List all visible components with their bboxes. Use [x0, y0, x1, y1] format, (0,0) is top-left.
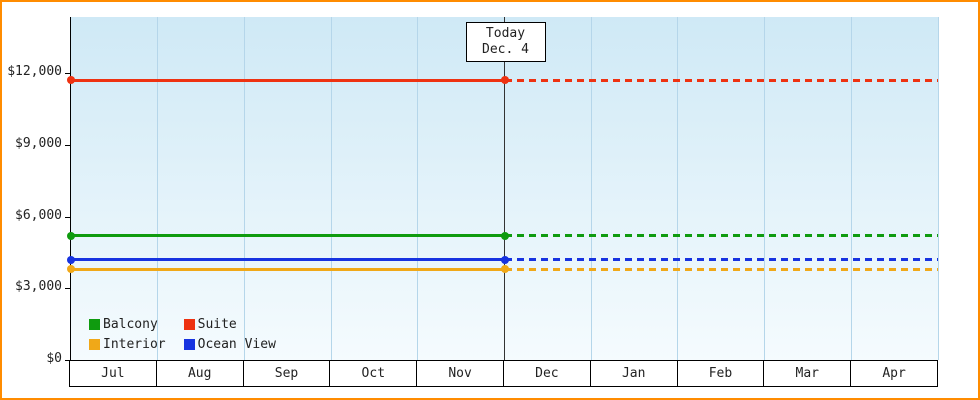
month-cell-feb: Feb — [676, 360, 765, 387]
month-cell-sep: Sep — [242, 360, 331, 387]
series-line-interior — [71, 267, 505, 271]
series-today-dot — [500, 231, 509, 240]
y-tick-mark — [65, 360, 70, 361]
legend-swatch-icon — [183, 339, 195, 350]
month-cell-mar: Mar — [763, 360, 852, 387]
legend: Balcony Suite Interior Ocean View — [89, 317, 276, 352]
y-tick-label: $0 — [46, 351, 62, 366]
legend-item-ocean-view: Ocean View — [183, 337, 276, 352]
month-gridline — [330, 17, 332, 360]
month-cell-apr: Apr — [850, 360, 938, 387]
month-cell-nov: Nov — [416, 360, 504, 387]
month-cell-jul: Jul — [69, 360, 157, 387]
month-cell-jan: Jan — [589, 360, 678, 387]
series-start-dot — [67, 255, 75, 264]
y-tick-label: $12,000 — [7, 64, 62, 79]
y-tick-mark — [65, 144, 70, 146]
legend-label: Balcony — [103, 317, 158, 332]
legend-item-suite: Suite — [183, 317, 276, 332]
series-today-dot — [500, 255, 509, 264]
x-axis-month-row: Jul Aug Sep Oct Nov Dec Jan Feb Mar Apr — [69, 360, 938, 387]
series-start-dot — [67, 265, 75, 274]
month-gridline — [157, 17, 159, 360]
series-line-suite — [71, 78, 505, 82]
today-label-line2: Dec. 4 — [482, 42, 529, 57]
series-today-dot — [500, 265, 509, 274]
legend-swatch-icon — [89, 319, 100, 330]
y-tick-label: $9,000 — [15, 135, 62, 151]
y-tick-mark — [65, 288, 70, 290]
plot-area: Today Dec. 4 Balcony Suite Interior Ocean V… — [67, 17, 939, 361]
series-forecast-line — [504, 267, 938, 271]
legend-item-balcony: Balcony — [89, 317, 166, 332]
month-gridline — [417, 17, 419, 360]
series-line-ocean-view — [71, 258, 505, 262]
series-forecast-line — [504, 234, 938, 238]
month-cell-dec: Dec — [502, 360, 591, 387]
month-gridline — [937, 17, 939, 360]
month-gridline — [243, 17, 245, 360]
today-label-box: Today Dec. 4 — [465, 22, 546, 62]
y-tick-label: $6,000 — [15, 207, 62, 223]
today-label-line1: Today — [485, 26, 526, 41]
legend-label: Ocean View — [197, 337, 276, 352]
legend-label: Suite — [197, 317, 237, 332]
y-tick-label: $3,000 — [15, 279, 62, 295]
month-gridline — [850, 17, 852, 360]
month-cell-aug: Aug — [155, 360, 244, 387]
legend-item-interior: Interior — [89, 337, 166, 352]
month-cell-oct: Oct — [329, 360, 418, 387]
legend-label: Interior — [103, 337, 166, 352]
series-start-dot — [67, 76, 75, 85]
y-tick-mark — [65, 73, 70, 74]
today-marker-line — [504, 17, 505, 360]
month-gridline — [677, 17, 679, 360]
legend-swatch-icon — [89, 339, 100, 350]
y-tick-mark — [65, 216, 70, 218]
series-forecast-line — [504, 258, 938, 262]
month-gridline — [590, 17, 592, 360]
series-forecast-line — [504, 78, 938, 82]
series-today-dot — [500, 76, 509, 85]
series-line-balcony — [71, 234, 505, 238]
series-start-dot — [67, 231, 75, 240]
legend-swatch-icon — [183, 319, 195, 330]
month-gridline — [764, 17, 766, 360]
